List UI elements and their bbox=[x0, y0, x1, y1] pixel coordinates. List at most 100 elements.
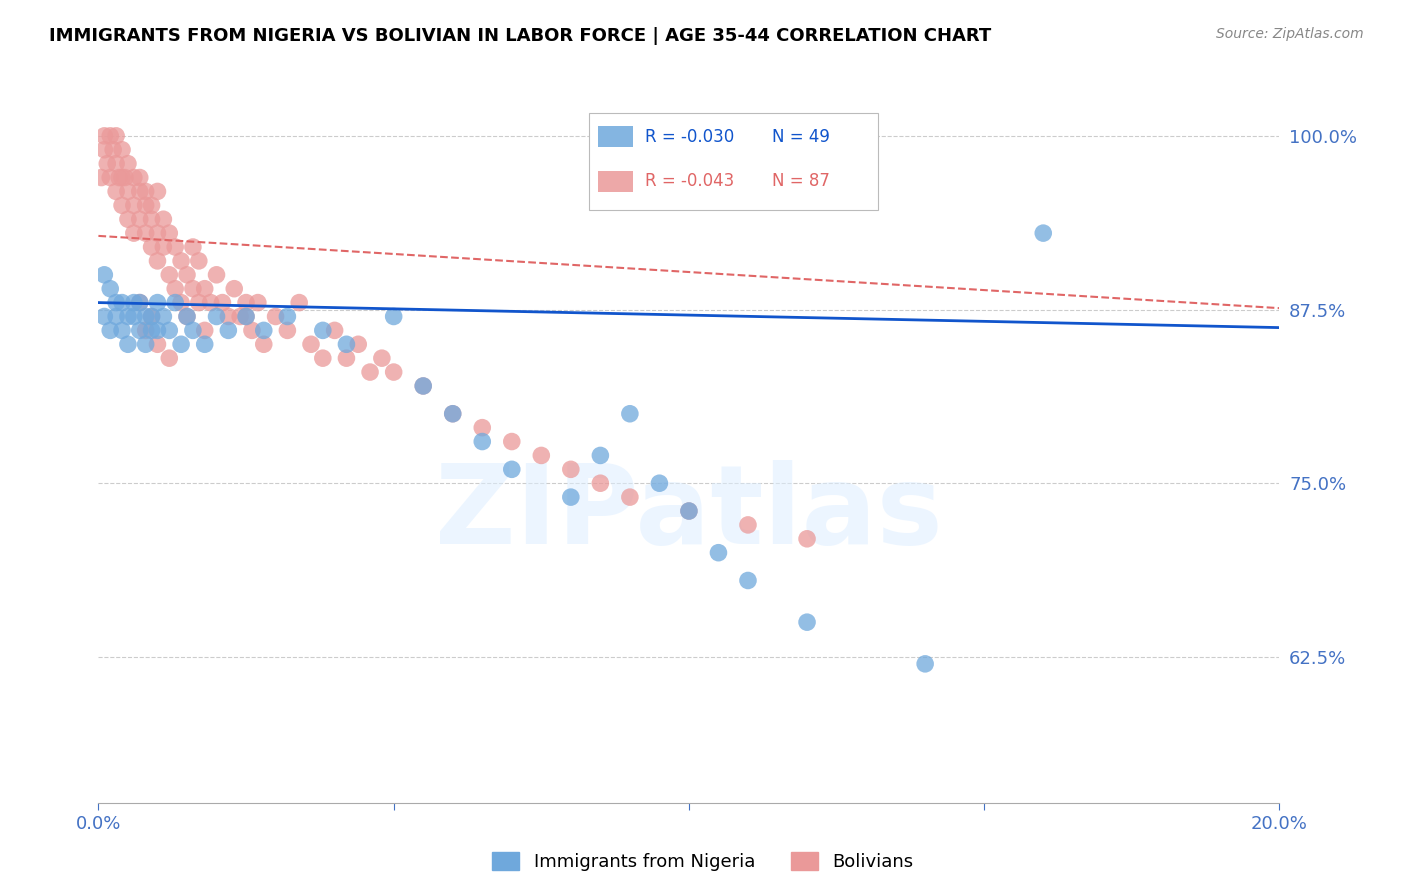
Point bbox=[530, 449, 553, 463]
Point bbox=[299, 337, 322, 351]
Point bbox=[157, 351, 180, 366]
Point bbox=[707, 546, 730, 560]
Point bbox=[105, 295, 128, 310]
Point bbox=[122, 295, 145, 310]
Point bbox=[412, 379, 434, 393]
Point bbox=[157, 323, 180, 337]
Point bbox=[796, 532, 818, 546]
Point bbox=[165, 282, 187, 296]
Point bbox=[157, 226, 180, 240]
Point bbox=[276, 310, 298, 324]
Point bbox=[122, 226, 145, 240]
Point bbox=[312, 323, 335, 337]
Point bbox=[135, 310, 157, 324]
Point bbox=[141, 323, 163, 337]
Point bbox=[141, 310, 163, 324]
Point bbox=[141, 212, 163, 227]
Point bbox=[276, 323, 298, 337]
Point bbox=[181, 282, 204, 296]
Point bbox=[235, 295, 257, 310]
Point bbox=[217, 310, 239, 324]
Point bbox=[796, 615, 818, 630]
Point bbox=[335, 351, 357, 366]
Point bbox=[135, 337, 157, 351]
Point bbox=[146, 185, 169, 199]
Point bbox=[176, 310, 198, 324]
FancyBboxPatch shape bbox=[589, 112, 877, 211]
Point bbox=[90, 170, 112, 185]
Point bbox=[93, 143, 115, 157]
Point bbox=[128, 170, 150, 185]
Point bbox=[347, 337, 370, 351]
Point bbox=[264, 310, 287, 324]
Point bbox=[359, 365, 381, 379]
Point bbox=[135, 226, 157, 240]
Point bbox=[111, 295, 134, 310]
Point bbox=[152, 212, 174, 227]
Point bbox=[382, 310, 405, 324]
Point bbox=[441, 407, 464, 421]
Legend: Immigrants from Nigeria, Bolivians: Immigrants from Nigeria, Bolivians bbox=[485, 845, 921, 879]
Point bbox=[200, 295, 222, 310]
Point bbox=[96, 156, 118, 170]
Point bbox=[194, 337, 217, 351]
Point bbox=[105, 128, 128, 143]
Text: ZIPatlas: ZIPatlas bbox=[434, 460, 943, 567]
Point bbox=[128, 323, 150, 337]
Point bbox=[246, 295, 269, 310]
Point bbox=[170, 254, 193, 268]
Point bbox=[253, 323, 276, 337]
Point bbox=[117, 212, 139, 227]
Point bbox=[146, 337, 169, 351]
Text: N = 49: N = 49 bbox=[772, 128, 830, 145]
Point bbox=[135, 198, 157, 212]
Point bbox=[205, 310, 228, 324]
Point bbox=[619, 407, 641, 421]
Text: IMMIGRANTS FROM NIGERIA VS BOLIVIAN IN LABOR FORCE | AGE 35-44 CORRELATION CHART: IMMIGRANTS FROM NIGERIA VS BOLIVIAN IN L… bbox=[49, 27, 991, 45]
Point bbox=[128, 295, 150, 310]
Point bbox=[93, 310, 115, 324]
Point bbox=[98, 323, 121, 337]
Point bbox=[176, 268, 198, 282]
Point bbox=[141, 310, 163, 324]
Point bbox=[229, 310, 252, 324]
Point bbox=[122, 170, 145, 185]
Point bbox=[737, 517, 759, 532]
Point bbox=[105, 310, 128, 324]
Point bbox=[170, 337, 193, 351]
Point bbox=[217, 323, 239, 337]
Point bbox=[194, 282, 217, 296]
Point bbox=[589, 476, 612, 491]
Point bbox=[117, 310, 139, 324]
Point bbox=[312, 351, 335, 366]
Point bbox=[471, 434, 494, 449]
Point bbox=[176, 310, 198, 324]
Point bbox=[235, 310, 257, 324]
Point bbox=[128, 212, 150, 227]
Point bbox=[141, 240, 163, 254]
Point bbox=[105, 185, 128, 199]
Point bbox=[170, 295, 193, 310]
Point bbox=[122, 310, 145, 324]
Point bbox=[141, 198, 163, 212]
Point bbox=[412, 379, 434, 393]
Point bbox=[146, 226, 169, 240]
Point bbox=[105, 156, 128, 170]
Point bbox=[128, 185, 150, 199]
Point bbox=[187, 295, 209, 310]
Text: Source: ZipAtlas.com: Source: ZipAtlas.com bbox=[1216, 27, 1364, 41]
Point bbox=[240, 323, 263, 337]
Point bbox=[619, 490, 641, 504]
Point bbox=[117, 156, 139, 170]
Point bbox=[441, 407, 464, 421]
Point bbox=[560, 462, 582, 476]
Point bbox=[165, 240, 187, 254]
FancyBboxPatch shape bbox=[598, 170, 634, 193]
Point bbox=[1032, 226, 1054, 240]
Point bbox=[111, 323, 134, 337]
Text: R = -0.030: R = -0.030 bbox=[645, 128, 734, 145]
Point bbox=[737, 574, 759, 588]
Point bbox=[678, 504, 700, 518]
Point bbox=[135, 185, 157, 199]
Point bbox=[501, 434, 523, 449]
